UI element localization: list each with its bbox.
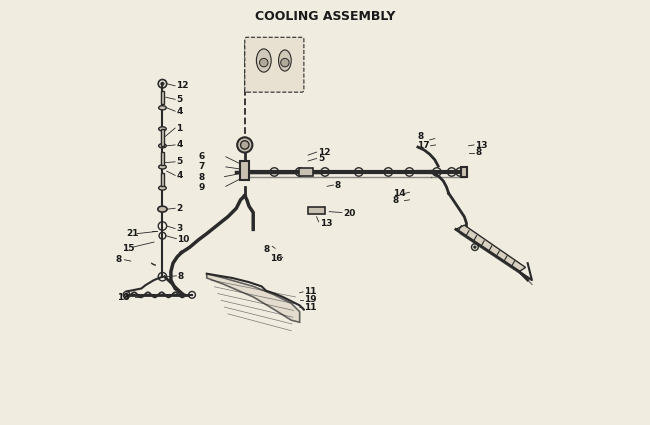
Ellipse shape bbox=[158, 206, 167, 212]
Ellipse shape bbox=[159, 165, 166, 169]
Text: 3: 3 bbox=[176, 224, 183, 233]
Ellipse shape bbox=[159, 106, 166, 110]
Text: 5: 5 bbox=[318, 154, 324, 163]
Circle shape bbox=[259, 58, 268, 67]
Text: 12: 12 bbox=[318, 147, 330, 157]
Text: 6: 6 bbox=[198, 152, 205, 161]
Bar bbox=[161, 129, 164, 146]
Bar bbox=[161, 91, 164, 104]
Circle shape bbox=[240, 141, 249, 149]
Text: 13: 13 bbox=[475, 141, 488, 150]
Text: 11: 11 bbox=[304, 287, 317, 296]
Text: 7: 7 bbox=[198, 162, 205, 171]
Bar bbox=[161, 173, 164, 186]
Bar bbox=[240, 161, 250, 180]
Circle shape bbox=[161, 82, 164, 85]
Text: 12: 12 bbox=[176, 81, 189, 91]
Text: 8: 8 bbox=[475, 148, 482, 157]
Polygon shape bbox=[456, 225, 526, 272]
Bar bbox=[298, 168, 313, 176]
Text: COOLING ASSEMBLY: COOLING ASSEMBLY bbox=[255, 10, 395, 23]
Text: 8: 8 bbox=[116, 255, 122, 264]
Bar bbox=[461, 167, 467, 177]
Text: 8: 8 bbox=[264, 245, 270, 254]
Text: 4: 4 bbox=[176, 107, 183, 116]
Circle shape bbox=[237, 137, 252, 153]
Text: 8: 8 bbox=[393, 196, 399, 205]
Ellipse shape bbox=[279, 50, 291, 71]
Text: 20: 20 bbox=[343, 209, 356, 218]
Text: 21: 21 bbox=[127, 229, 139, 238]
Text: 16: 16 bbox=[270, 255, 283, 264]
Text: 15: 15 bbox=[122, 244, 135, 253]
Text: 13: 13 bbox=[320, 219, 332, 228]
Text: 8: 8 bbox=[417, 132, 423, 141]
Polygon shape bbox=[207, 274, 300, 322]
Text: 5: 5 bbox=[176, 95, 183, 104]
Ellipse shape bbox=[159, 144, 166, 148]
Circle shape bbox=[281, 58, 289, 67]
Text: 10: 10 bbox=[177, 235, 190, 244]
Text: 4: 4 bbox=[176, 171, 183, 180]
Ellipse shape bbox=[159, 127, 166, 131]
FancyBboxPatch shape bbox=[245, 37, 304, 92]
Text: 5: 5 bbox=[176, 157, 183, 166]
Text: 19: 19 bbox=[304, 295, 317, 304]
Text: 2: 2 bbox=[176, 204, 183, 213]
Text: 9: 9 bbox=[198, 183, 205, 192]
Text: 11: 11 bbox=[304, 303, 317, 312]
Text: 8: 8 bbox=[198, 173, 205, 182]
Circle shape bbox=[474, 246, 476, 248]
Ellipse shape bbox=[256, 49, 271, 72]
Text: 17: 17 bbox=[417, 141, 430, 150]
Text: 18: 18 bbox=[117, 293, 130, 302]
Bar bbox=[308, 207, 325, 214]
Bar bbox=[161, 152, 164, 165]
Text: 8: 8 bbox=[335, 181, 341, 190]
Ellipse shape bbox=[159, 186, 166, 190]
Text: 14: 14 bbox=[393, 189, 405, 198]
Text: 4: 4 bbox=[176, 140, 183, 150]
Text: 1: 1 bbox=[176, 124, 183, 133]
Text: 8: 8 bbox=[177, 272, 183, 281]
